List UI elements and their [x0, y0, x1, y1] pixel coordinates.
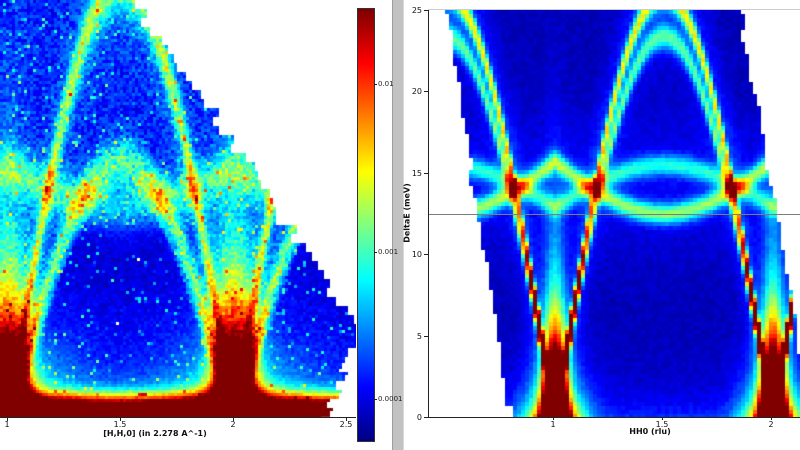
left-x-tick-label: 1 [4, 420, 10, 429]
right-y-tick-label: 10 [411, 250, 422, 259]
left-x-tick-label: 2.5 [339, 420, 353, 429]
right-x-axis-title: HH0 (rlu) [629, 427, 671, 436]
right-y-axis-title: DeltaE (meV) [402, 183, 412, 243]
right-x-tick-label: 1 [550, 420, 556, 429]
left-x-axis [0, 417, 356, 418]
left-x-tick-mark [233, 417, 234, 421]
experiment-heatmap[interactable] [0, 0, 356, 418]
right-plot-top-border [428, 9, 800, 10]
energy-cut-marker-line[interactable] [429, 214, 800, 215]
left-x-tick-mark [120, 417, 121, 421]
right-y-tick-label: 5 [416, 332, 422, 341]
colorbar-tick-mark [374, 84, 377, 85]
right-y-tick-label: 0 [416, 413, 422, 422]
right-y-tick-mark [424, 417, 428, 418]
left-x-tick-mark [7, 417, 8, 421]
right-y-tick-mark [424, 10, 428, 11]
left-x-tick-label: 1.5 [113, 420, 127, 429]
left-x-tick-label: 2 [230, 420, 236, 429]
right-x-tick-mark [771, 417, 772, 420]
right-y-tick-label: 15 [411, 169, 422, 178]
panel-divider[interactable] [392, 0, 404, 450]
colorbar-tick-mark [374, 252, 377, 253]
right-y-tick-mark [424, 336, 428, 337]
right-x-tick-mark [553, 417, 554, 420]
left-x-tick-mark [346, 417, 347, 421]
right-x-axis [428, 417, 800, 418]
colorbar-tick-label: 0.0001 [378, 395, 403, 403]
right-x-tick-label: 1.5 [655, 420, 669, 429]
colorbar-tick-mark [374, 399, 377, 400]
right-y-axis [428, 10, 429, 418]
right-y-tick-mark [424, 173, 428, 174]
right-x-tick-label: 2 [768, 420, 774, 429]
colorbar-tick-label: 0.01 [378, 80, 394, 88]
right-y-tick-label: 25 [411, 6, 422, 15]
left-x-axis-title: [H,H,0] (in 2.278 A^-1) [103, 429, 207, 438]
right-x-tick-mark [662, 417, 663, 420]
right-y-tick-mark [424, 254, 428, 255]
colorbar-tick-label: 0.001 [378, 248, 399, 256]
colorbar [357, 8, 375, 442]
right-y-tick-label: 20 [411, 87, 422, 96]
right-y-tick-mark [424, 91, 428, 92]
